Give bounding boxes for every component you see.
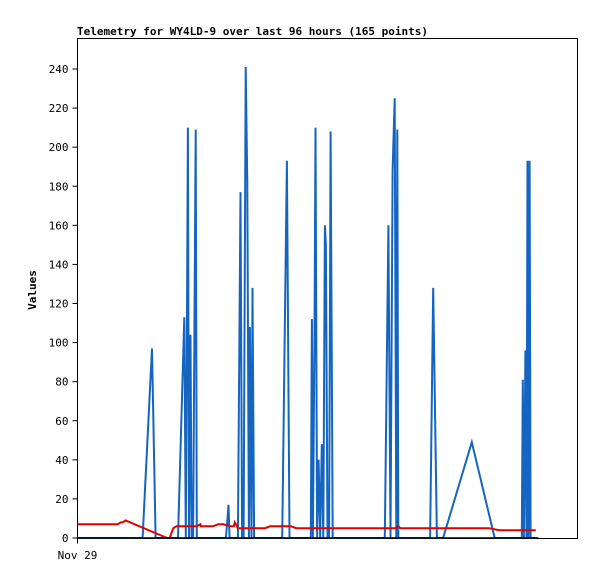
y-tick-label: 80 — [55, 376, 68, 389]
y-tick-label: 140 — [49, 258, 69, 271]
y-tick-label: 240 — [49, 63, 69, 76]
series-line-2 — [77, 519, 536, 539]
x-tick-label: Nov 29 — [58, 549, 98, 562]
y-tick-label: 100 — [49, 337, 69, 350]
y-tick-label: 0 — [62, 532, 69, 545]
x-axis: Nov 29 — [58, 538, 98, 562]
y-tick-label: 160 — [49, 219, 69, 232]
y-tick-label: 220 — [49, 102, 69, 115]
y-axis-label: Values — [26, 270, 39, 310]
y-axis: 0 20 40 60 80 100 120 140 160 180 200 220 240 — [49, 63, 78, 545]
y-tick-label: 120 — [49, 298, 69, 311]
y-tick-label: 40 — [55, 454, 68, 467]
y-tick-label: 200 — [49, 141, 69, 154]
chart-title: Telemetry for WY4LD-9 over last 96 hours… — [77, 25, 428, 38]
y-tick-label: 60 — [55, 415, 68, 428]
series-layer — [77, 66, 539, 539]
y-tick-label: 180 — [49, 180, 69, 193]
y-tick-label: 20 — [55, 493, 68, 506]
